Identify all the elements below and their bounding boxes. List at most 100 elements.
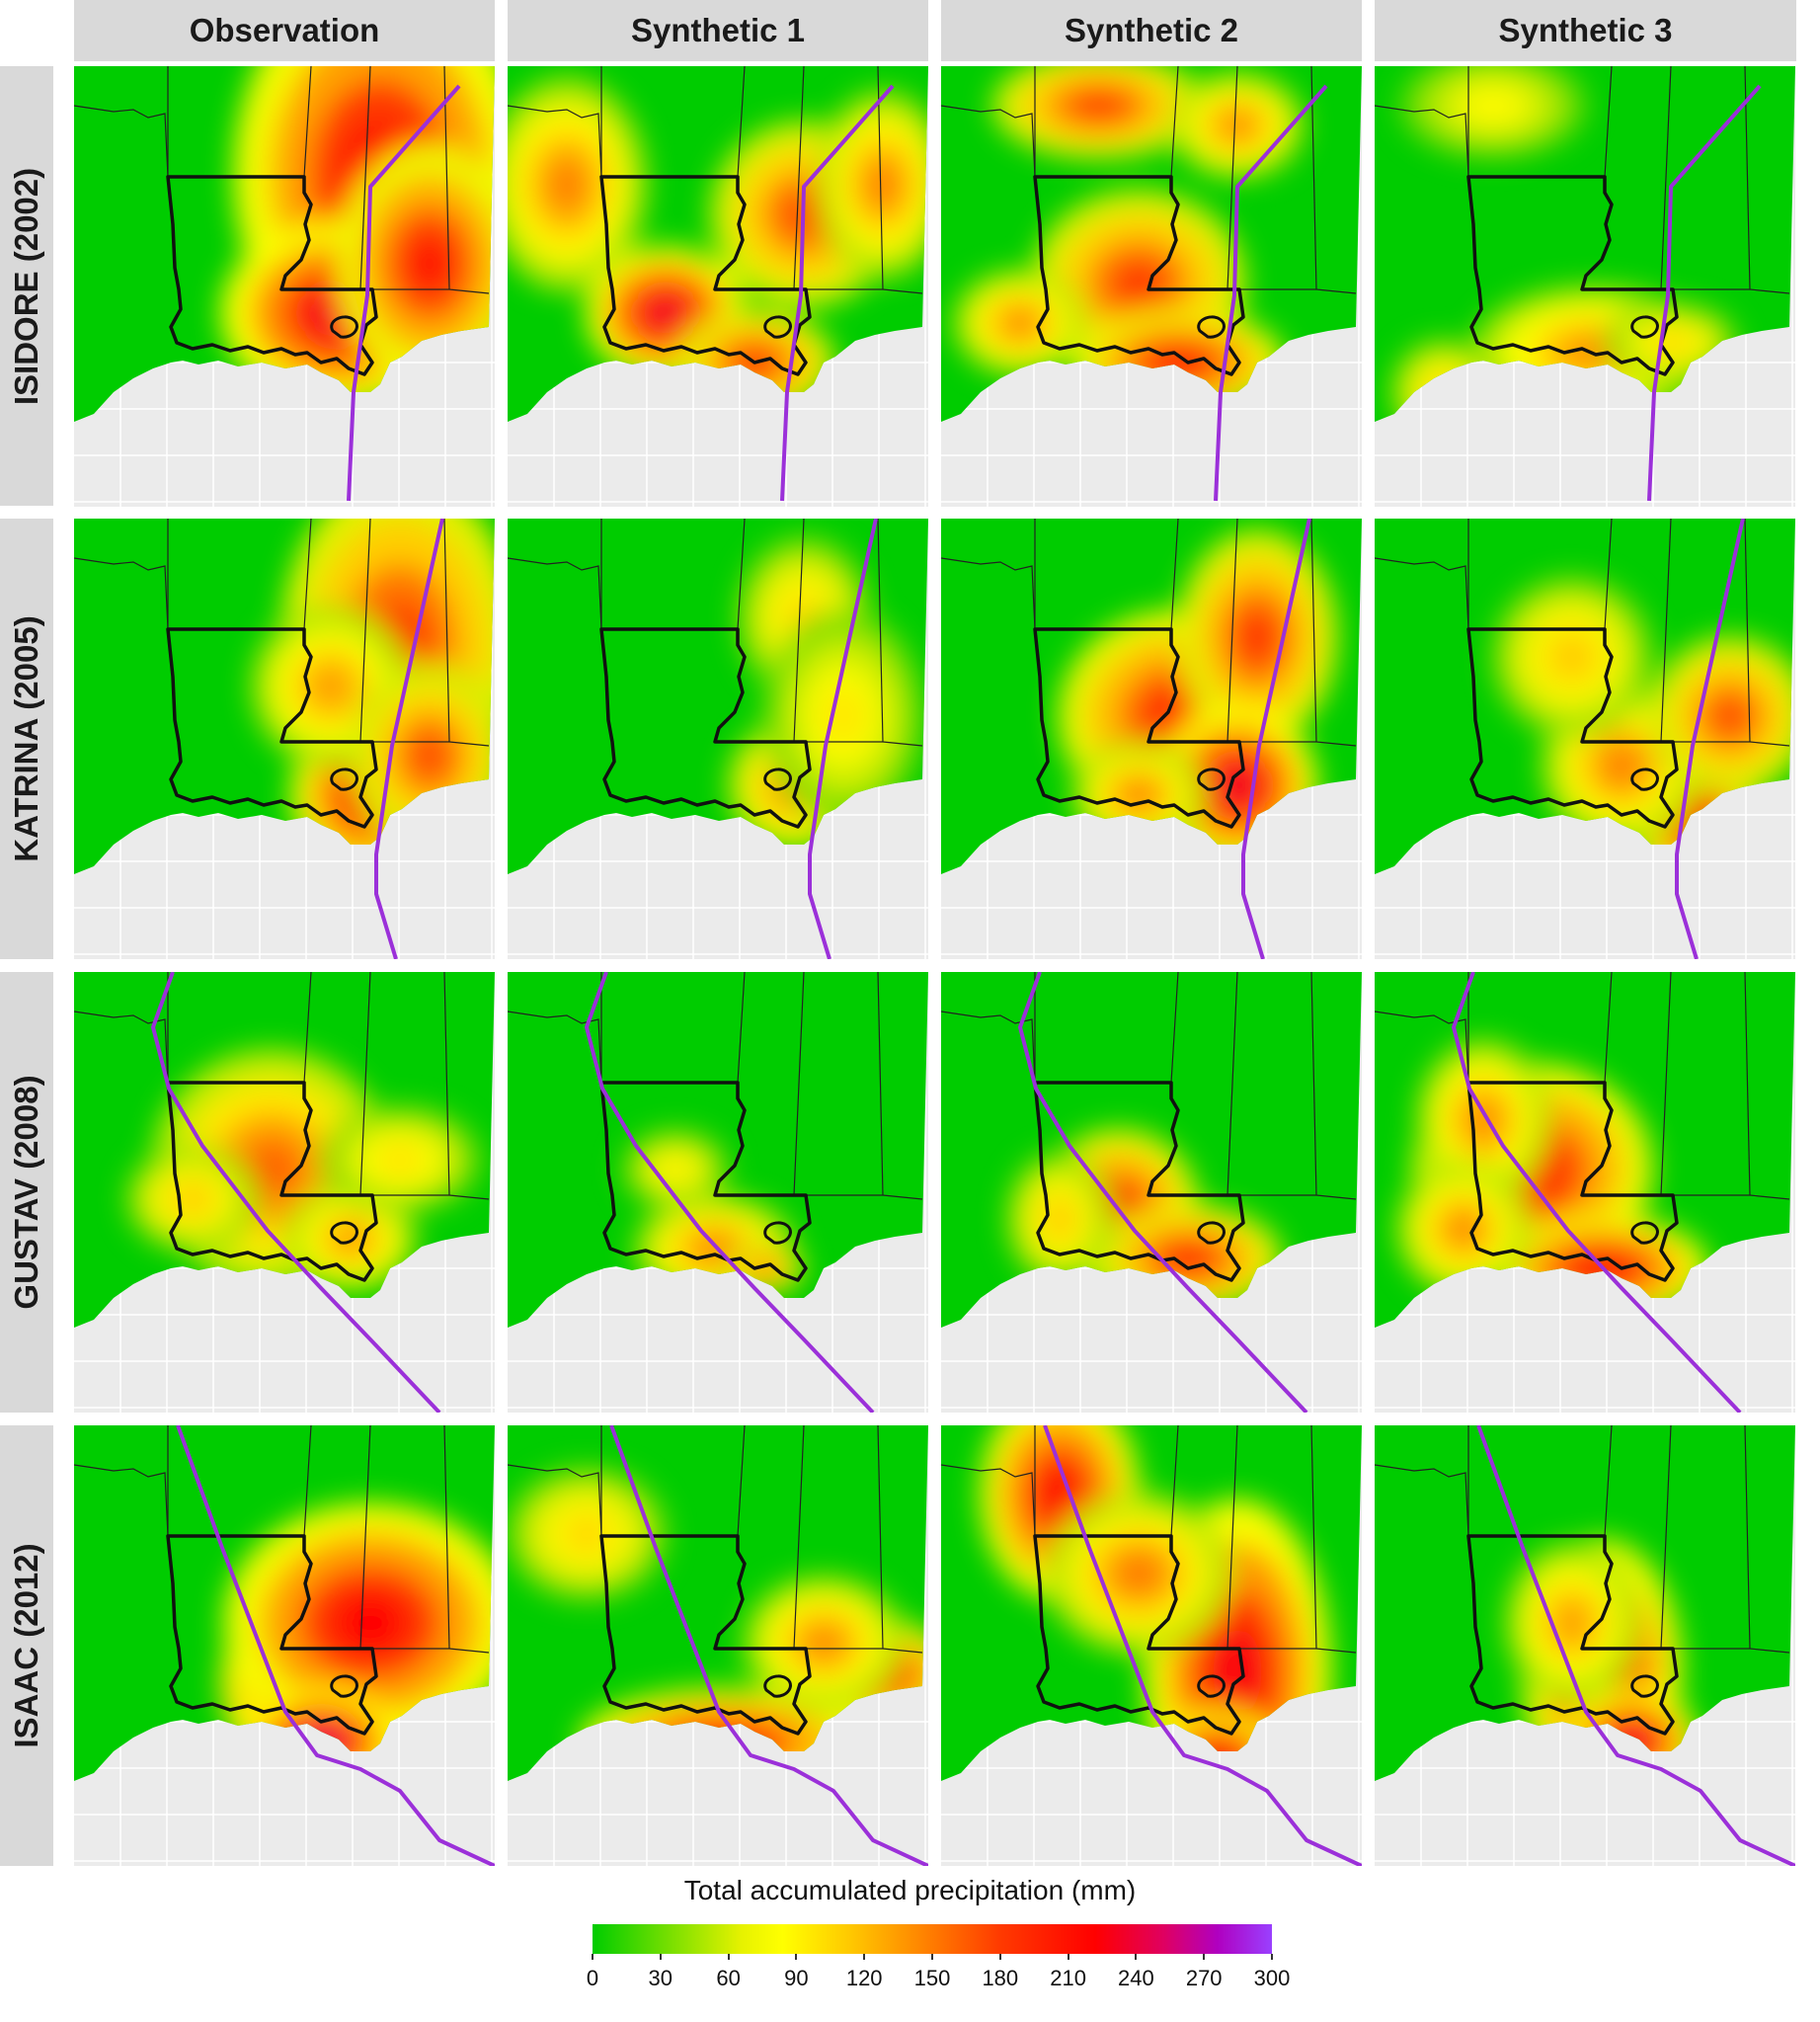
rainfall-cell	[1220, 112, 1255, 139]
column-header-observation: Observation	[74, 0, 495, 61]
state-boundary	[1749, 1194, 1790, 1200]
state-boundary	[448, 1648, 490, 1654]
state-boundary	[303, 519, 312, 630]
legend-tick-label: 90	[784, 1966, 809, 1990]
louisiana-outline	[1466, 1081, 1679, 1282]
row-label-katrina: KATRINA (2005)	[8, 615, 44, 862]
state-boundary	[1604, 1425, 1613, 1537]
hurricane-track	[1647, 84, 1762, 502]
state-boundary	[941, 557, 1036, 630]
rainfall-cell	[1111, 259, 1166, 308]
state-boundary	[1744, 519, 1751, 743]
legend-tick-mark	[659, 1954, 662, 1960]
state-boundary	[941, 1464, 1036, 1537]
lake-pontchartrain-outline	[763, 1221, 792, 1245]
state-boundary	[443, 519, 450, 743]
rainfall-cell	[1551, 636, 1593, 678]
row-header-isidore: ISIDORE (2002)	[0, 66, 53, 506]
column-header-synthetic-1: Synthetic 1	[508, 0, 928, 61]
legend-title: Total accumulated precipitation (mm)	[683, 1875, 1137, 1905]
legend-tick-mark	[1203, 1954, 1206, 1960]
state-boundary	[877, 972, 884, 1196]
state-boundary	[1375, 105, 1469, 178]
row-label-isidore: ISIDORE (2002)	[8, 167, 44, 405]
state-boundary	[877, 1425, 884, 1650]
state-boundary	[1170, 972, 1179, 1084]
state-boundary	[737, 519, 746, 630]
row-header-gustav: GUSTAV (2008)	[0, 972, 53, 1413]
state-boundary	[882, 1194, 923, 1200]
map-panel-gustav-2008-synthetic-1	[508, 972, 928, 1413]
state-boundary	[359, 972, 371, 1196]
rainfall-cell	[803, 1625, 844, 1660]
state-boundary	[1604, 972, 1613, 1084]
state-boundary	[1170, 1425, 1179, 1537]
hurricane-track	[585, 972, 875, 1413]
hurricane-track	[176, 1425, 495, 1866]
state-boundary	[1310, 519, 1317, 743]
state-boundary	[74, 1464, 169, 1537]
lake-pontchartrain-outline	[1197, 768, 1226, 791]
state-boundary	[359, 1425, 371, 1650]
state-boundary	[882, 288, 923, 294]
rainfall-cell	[175, 1185, 210, 1213]
state-boundary	[448, 1194, 490, 1200]
rainfall-cell	[546, 157, 588, 212]
map-panel-isidore-2002-observation	[74, 66, 495, 507]
legend-tick-label: 210	[1050, 1966, 1086, 1990]
rainfall-cell	[1046, 1201, 1073, 1237]
state-boundary	[74, 1011, 169, 1084]
legend-tick-mark	[1271, 1954, 1273, 1960]
rainfall-cell	[1071, 92, 1127, 120]
precipitation-field	[1375, 972, 1795, 1328]
row-header-isaac: ISAAC (2012)	[0, 1425, 53, 1866]
state-boundary	[1660, 66, 1672, 290]
state-boundary	[882, 741, 923, 747]
map-panel-isidore-2002-synthetic-2	[941, 66, 1362, 507]
legend-tick-label: 180	[982, 1966, 1019, 1990]
rainfall-cell	[1002, 309, 1038, 337]
precipitation-field	[508, 66, 928, 422]
louisiana-outline	[599, 175, 812, 376]
map-panel-isaac-2012-synthetic-2	[941, 1425, 1362, 1866]
state-boundary	[359, 66, 371, 290]
state-boundary	[1749, 288, 1790, 294]
hurricane-track	[374, 519, 444, 959]
state-boundary	[1660, 519, 1672, 743]
hurricane-track	[151, 972, 441, 1413]
row-label-isaac: ISAAC (2012)	[8, 1543, 44, 1748]
map-panel-isaac-2012-synthetic-1	[508, 1425, 928, 1866]
state-boundary	[1315, 1194, 1357, 1200]
state-boundary	[1744, 1425, 1751, 1650]
state-boundary	[303, 972, 312, 1084]
louisiana-outline	[1466, 175, 1679, 376]
lake-pontchartrain-outline	[1630, 768, 1659, 791]
legend-tick-mark	[998, 1954, 1001, 1960]
lake-pontchartrain-outline	[763, 768, 792, 791]
map-panel-katrina-2005-synthetic-1	[508, 519, 928, 959]
legend-tick-label: 60	[716, 1966, 741, 1990]
state-boundary	[443, 1425, 450, 1650]
lake-pontchartrain-outline	[1630, 315, 1659, 339]
state-boundary	[1310, 1425, 1317, 1650]
state-boundary	[1749, 741, 1790, 747]
state-boundary	[737, 1425, 746, 1537]
rainfall-cell	[662, 1159, 689, 1180]
rainfall-cell	[823, 688, 864, 744]
hurricane-track	[1043, 1425, 1362, 1866]
hurricane-track	[1214, 84, 1328, 502]
state-boundary	[448, 288, 490, 294]
map-panel-katrina-2005-synthetic-2	[941, 519, 1362, 959]
lake-pontchartrain-outline	[1630, 1221, 1659, 1245]
state-boundary	[443, 972, 450, 1196]
map-panel-katrina-2005-synthetic-3	[1375, 519, 1795, 959]
rainfall-cell	[645, 295, 686, 331]
legend-tick-mark	[795, 1954, 798, 1960]
legend-colorbar	[593, 1924, 1272, 1954]
rainfall-cell	[333, 1225, 368, 1253]
state-boundary	[508, 105, 602, 178]
state-boundary	[1375, 1464, 1469, 1537]
hurricane-track	[347, 84, 461, 502]
state-boundary	[1604, 519, 1613, 630]
state-boundary	[941, 1011, 1036, 1084]
